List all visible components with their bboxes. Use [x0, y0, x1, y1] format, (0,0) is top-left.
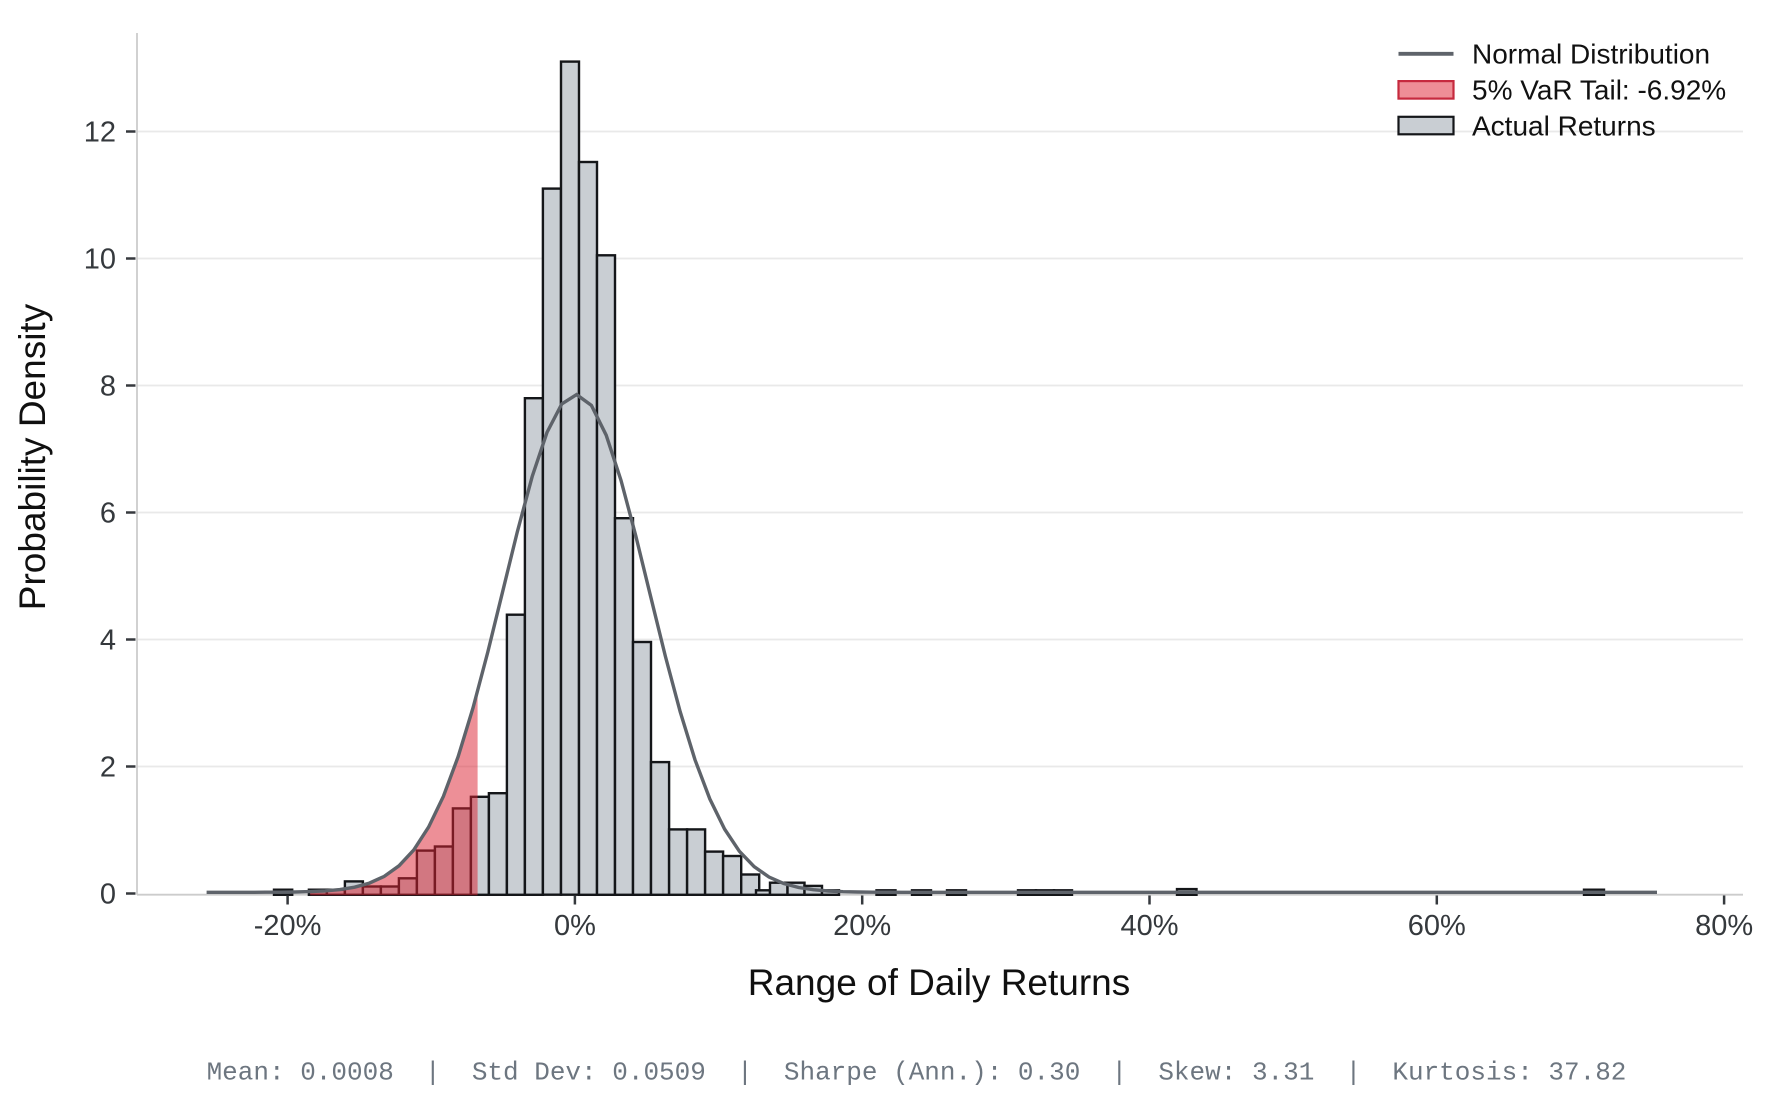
svg-text:4: 4: [100, 625, 116, 657]
svg-text:0: 0: [100, 879, 116, 911]
svg-text:12: 12: [84, 117, 116, 149]
svg-text:0%: 0%: [554, 910, 596, 942]
svg-text:2: 2: [100, 752, 116, 784]
svg-text:Probability Density: Probability Density: [12, 303, 53, 610]
svg-text:Mean: 0.0008 | Std Dev: 0.05: Mean: 0.0008 | Std Dev: 0.0509 | Sharpe …: [207, 1058, 1627, 1088]
svg-text:-20%: -20%: [254, 910, 322, 942]
svg-text:10: 10: [84, 244, 116, 276]
svg-text:80%: 80%: [1695, 910, 1753, 942]
svg-text:5% VaR Tail: -6.92%: 5% VaR Tail: -6.92%: [1472, 75, 1726, 106]
svg-text:40%: 40%: [1120, 910, 1178, 942]
svg-text:6: 6: [100, 498, 116, 530]
svg-text:Normal Distribution: Normal Distribution: [1472, 39, 1710, 70]
svg-text:20%: 20%: [833, 910, 891, 942]
svg-text:Range of Daily Returns: Range of Daily Returns: [748, 962, 1131, 1003]
svg-text:Actual Returns: Actual Returns: [1472, 110, 1656, 141]
svg-text:60%: 60%: [1408, 910, 1466, 942]
svg-text:8: 8: [100, 371, 116, 403]
